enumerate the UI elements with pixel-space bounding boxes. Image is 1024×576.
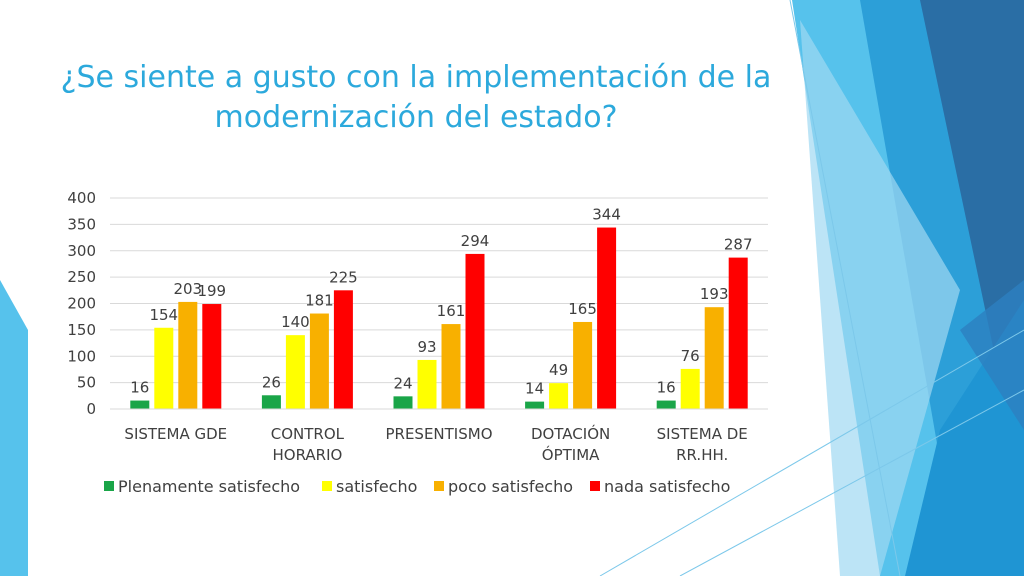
data-label: 344 <box>592 206 621 224</box>
data-label: 93 <box>417 338 436 356</box>
bar <box>202 304 222 409</box>
bar <box>525 401 545 409</box>
data-label: 203 <box>173 280 202 298</box>
x-tick-label: RR.HH. <box>676 446 728 464</box>
legend-label: satisfecho <box>336 477 417 496</box>
x-tick-label: ÓPTIMA <box>542 445 600 464</box>
y-tick-label: 0 <box>86 400 96 418</box>
data-label: 49 <box>549 361 568 379</box>
data-label: 225 <box>329 268 358 286</box>
legend-swatch <box>104 481 114 491</box>
deco-line <box>599 329 1024 576</box>
data-label: 24 <box>393 374 412 392</box>
bar <box>728 257 748 409</box>
bar <box>549 383 569 409</box>
deco-line <box>789 0 901 576</box>
data-label: 76 <box>681 347 700 365</box>
bar <box>285 335 305 409</box>
y-tick-label: 50 <box>77 374 96 392</box>
bar <box>597 227 617 409</box>
x-tick-label: DOTACIÓN <box>531 424 610 443</box>
x-tick-label: SISTEMA GDE <box>124 425 227 443</box>
slide-title: ¿Se siente a gusto con la implementación… <box>60 60 772 135</box>
bar <box>309 313 329 409</box>
data-label: 26 <box>262 373 281 391</box>
legend-swatch <box>590 481 600 491</box>
data-label: 14 <box>525 380 544 398</box>
y-tick-label: 400 <box>67 189 96 207</box>
data-label: 16 <box>657 379 676 397</box>
y-tick-label: 150 <box>67 321 96 339</box>
bar <box>130 400 150 409</box>
data-label: 16 <box>130 379 149 397</box>
bar <box>333 290 353 409</box>
data-label: 140 <box>281 313 310 331</box>
x-tick-label: PRESENTISMO <box>385 425 492 443</box>
data-label: 193 <box>700 285 729 303</box>
data-label: 287 <box>724 236 753 254</box>
data-label: 181 <box>305 292 334 310</box>
legend-label: poco satisfecho <box>448 477 573 496</box>
bar <box>417 359 437 409</box>
y-tick-label: 100 <box>67 347 96 365</box>
data-label: 199 <box>197 282 226 300</box>
deco-shape <box>0 280 28 576</box>
data-label: 294 <box>461 232 490 250</box>
bar <box>465 253 485 409</box>
y-tick-label: 300 <box>67 242 96 260</box>
legend-swatch <box>434 481 444 491</box>
x-tick-label: HORARIO <box>272 446 342 464</box>
deco-shape <box>960 280 1024 430</box>
y-tick-label: 250 <box>67 268 96 286</box>
bar <box>573 321 593 409</box>
legend-label: nada satisfecho <box>604 477 730 496</box>
legend-label: Plenamente satisfecho <box>118 477 300 496</box>
data-label: 161 <box>437 302 466 320</box>
data-label: 154 <box>149 306 178 324</box>
bar <box>261 395 281 409</box>
bar <box>680 368 700 409</box>
bar <box>178 301 198 409</box>
bar <box>656 400 676 409</box>
y-tick-label: 200 <box>67 295 96 313</box>
data-label: 165 <box>568 300 597 318</box>
x-tick-label: SISTEMA DE <box>657 425 748 443</box>
bar <box>393 396 413 409</box>
bar <box>441 324 461 409</box>
deco-line <box>679 389 1024 576</box>
legend-swatch <box>322 481 332 491</box>
bar <box>154 327 174 409</box>
bar <box>704 307 724 409</box>
x-tick-label: CONTROL <box>271 425 345 443</box>
y-tick-label: 350 <box>67 215 96 233</box>
